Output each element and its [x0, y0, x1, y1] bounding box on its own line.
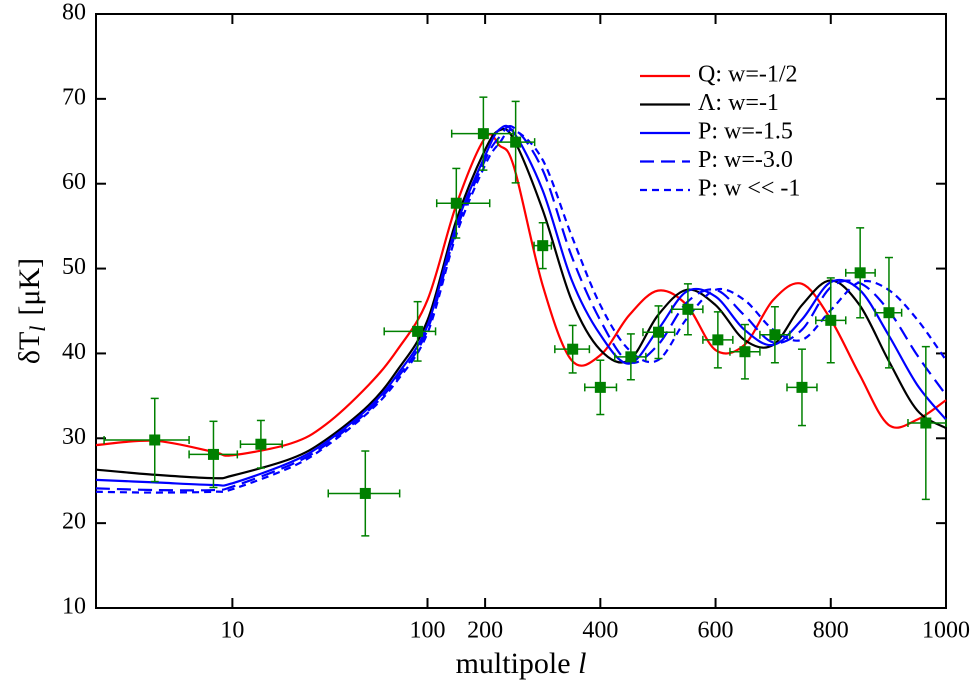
legend-label: P: w=-3.0	[698, 147, 793, 173]
y-tick-label: 50	[62, 254, 86, 280]
x-tick-label: 10	[220, 618, 244, 644]
y-tick-label: 70	[62, 84, 86, 110]
x-tick-label: 200	[467, 618, 503, 644]
legend-label: P: w=-1.5	[698, 119, 793, 145]
data-point	[712, 334, 724, 346]
data-point	[739, 346, 751, 358]
data-point	[149, 434, 161, 446]
x-axis-label: multipole	[456, 647, 571, 680]
series-line	[95, 127, 947, 480]
data-point	[255, 438, 267, 450]
data-point	[796, 381, 808, 393]
legend-label: Q: w=-1/2	[698, 62, 798, 88]
data-point	[682, 303, 694, 315]
data-point	[854, 267, 866, 279]
plot-frame	[95, 13, 947, 609]
y-axis-unit: [μK]	[13, 258, 46, 316]
data-point	[883, 307, 895, 319]
x-tick-label: 400	[582, 618, 618, 644]
series-line	[95, 133, 947, 457]
data-point	[207, 448, 219, 460]
y-tick-label: 80	[62, 0, 86, 26]
data-point	[653, 326, 665, 338]
y-tick-label: 20	[62, 509, 86, 535]
data-point	[450, 197, 462, 209]
x-tick-label: 800	[813, 618, 849, 644]
x-axis-title: multipole l	[456, 647, 587, 680]
data-point	[567, 343, 579, 355]
y-tick-label: 40	[62, 339, 86, 365]
data-point	[825, 314, 837, 326]
x-tick-label: 100	[410, 618, 446, 644]
y-tick-label: 30	[62, 424, 86, 450]
series-line	[95, 128, 947, 494]
y-axis-subscript: l	[25, 326, 50, 332]
y-axis-label: δT	[13, 332, 46, 364]
y-tick-label: 60	[62, 169, 86, 195]
series-line	[95, 124, 947, 487]
x-tick-label: 1000	[922, 618, 970, 644]
legend-label: Λ: w=-1	[698, 90, 779, 116]
data-point	[477, 128, 489, 140]
data-point	[920, 417, 932, 429]
data-point	[769, 329, 781, 341]
series-line	[95, 124, 947, 492]
y-axis-title: δTl [μK]	[13, 258, 50, 364]
data-point	[510, 136, 522, 148]
data-point	[594, 381, 606, 393]
y-tick-label: 10	[62, 594, 86, 620]
data-point	[537, 240, 549, 252]
data-point	[359, 487, 371, 499]
x-tick-label: 600	[698, 618, 734, 644]
legend-label: P: w << -1	[698, 176, 800, 202]
data-point	[412, 325, 424, 337]
data-point	[625, 351, 637, 363]
x-axis-variable: l	[578, 647, 586, 680]
